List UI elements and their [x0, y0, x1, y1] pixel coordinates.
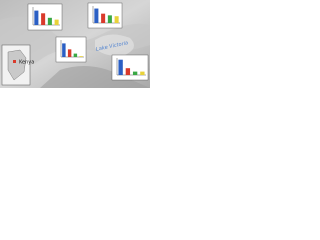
- inset-frame: [111, 54, 149, 81]
- bar: [140, 71, 145, 75]
- relief: [40, 66, 150, 88]
- bar: [47, 17, 52, 25]
- bar: [34, 10, 39, 25]
- bar: [54, 19, 59, 25]
- bar: [73, 53, 78, 57]
- bar: [62, 43, 66, 57]
- bar: [41, 13, 46, 25]
- locator-map: Kenya: [1, 44, 34, 86]
- bar: [79, 56, 83, 57]
- bar: [101, 13, 106, 23]
- country-shape: [7, 49, 27, 81]
- bar: [114, 16, 119, 23]
- map: Lake Victoria Kenya: [0, 0, 150, 88]
- bar: [94, 8, 99, 23]
- bar: [125, 68, 131, 75]
- bar: [67, 49, 72, 57]
- study-area: [13, 60, 16, 63]
- bar: [132, 71, 138, 75]
- bar: [107, 15, 112, 23]
- page: {"map": { "labels": {"country": "Kenya",…: [0, 0, 150, 88]
- country-label: Kenya: [19, 60, 34, 66]
- lake: [95, 34, 134, 56]
- insets: [27, 2, 149, 81]
- bar: [118, 59, 123, 75]
